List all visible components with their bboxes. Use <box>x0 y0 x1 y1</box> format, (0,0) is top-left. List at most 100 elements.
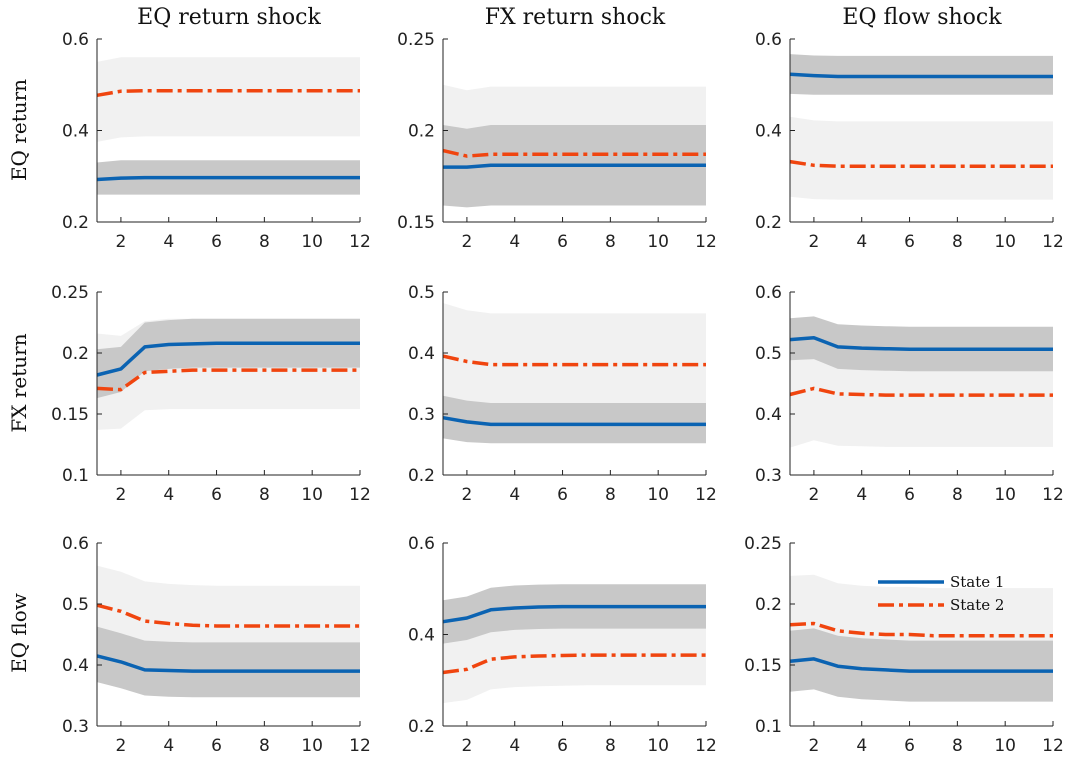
confidence-band-state-1 <box>97 318 360 399</box>
y-tick-label: 0.2 <box>755 595 782 615</box>
legend-label-state-2: State 2 <box>950 596 1004 614</box>
y-tick-label: 0.4 <box>755 405 782 425</box>
x-tick-label: 6 <box>211 736 222 756</box>
x-tick-label: 8 <box>952 736 963 756</box>
x-tick-label: 4 <box>509 485 520 505</box>
y-tick-label: 0.6 <box>755 30 782 50</box>
x-tick-label: 4 <box>856 736 867 756</box>
row-label-3: EQ flow <box>7 593 31 673</box>
y-tick-label: 0.1 <box>755 717 782 737</box>
y-tick-label: 0.6 <box>62 30 89 50</box>
x-tick-label: 10 <box>994 485 1016 505</box>
series-line-state-1 <box>789 336 1053 352</box>
column-title-3: EQ flow shock <box>842 5 1002 30</box>
series-line-state-2 <box>789 621 1053 638</box>
x-tick-label: 10 <box>647 232 669 252</box>
x-tick-label: 8 <box>605 232 616 252</box>
column-title-1: EQ return shock <box>137 5 321 30</box>
y-tick-label: 0.2 <box>408 717 435 737</box>
x-tick-label: 12 <box>1042 232 1064 252</box>
x-tick-label: 8 <box>259 232 270 252</box>
confidence-band-state-1 <box>790 316 1053 372</box>
x-tick-label: 10 <box>647 736 669 756</box>
x-tick-label: 12 <box>695 736 717 756</box>
series-line-state-2 <box>96 603 360 628</box>
series-line-state-2 <box>96 88 360 98</box>
x-tick-label: 10 <box>647 485 669 505</box>
x-tick-label: 6 <box>557 485 568 505</box>
x-tick-label: 4 <box>856 485 867 505</box>
x-tick-label: 4 <box>856 232 867 252</box>
series-line-state-2 <box>442 653 706 675</box>
x-tick-label: 6 <box>904 232 915 252</box>
series-line-state-1 <box>789 657 1053 673</box>
y-tick-label: 0.5 <box>62 595 89 615</box>
y-tick-label: 0.15 <box>51 405 89 425</box>
y-tick-label: 0.2 <box>62 344 89 364</box>
y-tick-label: 0.2 <box>755 213 782 233</box>
series-line-state-2 <box>442 148 706 158</box>
x-tick-label: 8 <box>605 485 616 505</box>
x-tick-label: 4 <box>163 736 174 756</box>
series-line-state-2 <box>442 354 706 367</box>
y-tick-label: 0.2 <box>408 122 435 142</box>
y-tick-label: 0.5 <box>408 283 435 303</box>
x-tick-label: 10 <box>301 485 323 505</box>
series-line-state-2 <box>789 159 1053 168</box>
panel-eq-return-fx-return-shock: 0.15 0.2 0.25 2 4 6 8 10 12 <box>397 30 717 252</box>
y-tick-label: 0.1 <box>62 466 89 486</box>
x-tick-label: 8 <box>605 736 616 756</box>
series-line-state-1 <box>96 175 360 182</box>
legend: State 1 State 2 <box>878 573 1004 614</box>
confidence-band-state-1 <box>790 628 1053 702</box>
x-tick-label: 6 <box>904 736 915 756</box>
series-line-state-2 <box>789 386 1053 397</box>
x-tick-label: 10 <box>994 232 1016 252</box>
panel-eq-flow-eq-return-shock: 0.3 0.4 0.5 0.6 2 4 6 8 10 12 <box>62 534 371 756</box>
row-label-2: FX return <box>7 333 31 432</box>
panel-fx-return-fx-return-shock: 0.2 0.3 0.4 0.5 2 4 6 8 10 12 <box>408 283 717 505</box>
y-tick-label: 0.2 <box>62 213 89 233</box>
x-tick-label: 2 <box>115 736 126 756</box>
y-tick-label: 0.3 <box>62 717 89 737</box>
y-tick-label: 0.6 <box>408 534 435 554</box>
x-tick-label: 4 <box>509 232 520 252</box>
x-tick-label: 10 <box>994 736 1016 756</box>
x-tick-label: 6 <box>557 232 568 252</box>
x-tick-label: 6 <box>211 232 222 252</box>
column-title-2: FX return shock <box>485 5 666 30</box>
confidence-band-state-2 <box>790 116 1053 200</box>
x-tick-label: 2 <box>808 232 819 252</box>
series-line-state-1 <box>443 163 706 169</box>
y-tick-label: 0.25 <box>397 30 435 50</box>
panel-eq-flow-eq-flow-shock: 0.1 0.15 0.2 0.25 2 4 6 8 10 12 <box>744 534 1064 756</box>
confidence-band-state-2 <box>97 565 360 661</box>
y-tick-label: 0.4 <box>755 122 782 142</box>
x-tick-label: 10 <box>301 232 323 252</box>
x-tick-label: 6 <box>211 485 222 505</box>
x-tick-label: 12 <box>1042 736 1064 756</box>
confidence-band-state-1 <box>97 626 360 698</box>
row-labels: EQ return FX return EQ flow <box>7 79 31 673</box>
x-tick-label: 8 <box>952 485 963 505</box>
series-line-state-2 <box>96 368 360 392</box>
x-tick-label: 2 <box>115 485 126 505</box>
y-tick-label: 0.4 <box>408 344 435 364</box>
y-tick-label: 0.4 <box>62 656 89 676</box>
x-tick-label: 8 <box>259 736 270 756</box>
x-tick-label: 2 <box>808 736 819 756</box>
y-tick-label: 0.6 <box>62 534 89 554</box>
panel-eq-flow-fx-return-shock: 0.2 0.4 0.6 2 4 6 8 10 12 <box>408 534 717 756</box>
series-line-state-1 <box>789 72 1053 79</box>
y-tick-label: 0.6 <box>755 283 782 303</box>
x-tick-label: 8 <box>952 232 963 252</box>
panels: 0.2 0.4 0.6 2 4 6 8 10 12 0.15 0.2 0.25 2 4 6 8 10 12 0.2 0… <box>51 30 1064 756</box>
panel-eq-return-eq-return-shock: 0.2 0.4 0.6 2 4 6 8 10 12 <box>62 30 371 252</box>
x-tick-label: 4 <box>509 736 520 756</box>
confidence-band-state-1 <box>790 54 1053 95</box>
y-tick-label: 0.4 <box>408 626 435 646</box>
confidence-band-state-1 <box>443 584 706 644</box>
y-tick-label: 0.5 <box>755 344 782 364</box>
x-tick-label: 2 <box>461 232 472 252</box>
